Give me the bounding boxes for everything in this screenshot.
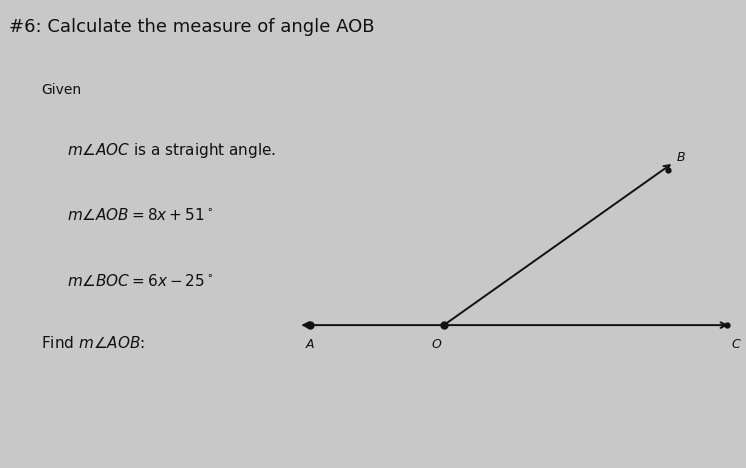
Text: A: A — [305, 337, 314, 351]
Text: Find $m\angle AOB$:: Find $m\angle AOB$: — [41, 336, 145, 351]
Text: B: B — [677, 151, 686, 164]
Text: $m\angle AOB = 8x + 51^\circ$: $m\angle AOB = 8x + 51^\circ$ — [67, 207, 213, 223]
Text: #6: Calculate the measure of angle AOB: #6: Calculate the measure of angle AOB — [9, 18, 374, 36]
Text: C: C — [731, 337, 740, 351]
Text: $m\angle BOC = 6x - 25^\circ$: $m\angle BOC = 6x - 25^\circ$ — [67, 273, 213, 289]
Text: Given: Given — [41, 83, 81, 97]
Text: $m\angle AOC$ is a straight angle.: $m\angle AOC$ is a straight angle. — [67, 141, 276, 160]
Text: O: O — [431, 337, 442, 351]
